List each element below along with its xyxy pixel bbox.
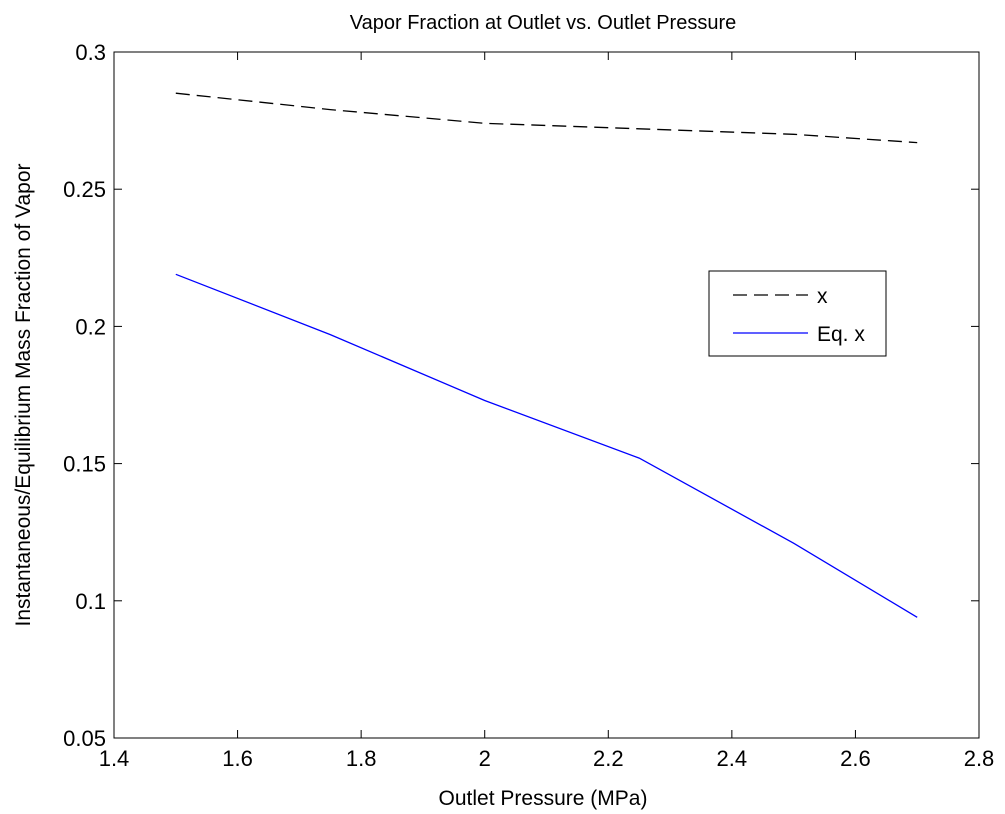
legend: x Eq. x bbox=[708, 270, 887, 357]
x-tick-label: 2.8 bbox=[964, 746, 995, 771]
y-tick-label: 0.15 bbox=[63, 452, 106, 477]
y-axis-title: Instantaneous/Equilibrium Mass Fraction … bbox=[12, 163, 35, 626]
legend-label-eq-x: Eq. x bbox=[817, 323, 865, 346]
x-tick-label: 1.8 bbox=[346, 746, 377, 771]
x-tick-label: 2.6 bbox=[840, 746, 871, 771]
series-line-eq-x bbox=[175, 273, 918, 618]
x-tick-label: 2 bbox=[479, 746, 491, 771]
x-tick-label: 1.4 bbox=[99, 746, 130, 771]
axis-tick-labels: 1.4 1.6 1.8 2 2.2 2.4 2.6 2.8 0.05 0.1 0.15 0.2 0.25… bbox=[63, 40, 994, 771]
x-tick-label: 2.2 bbox=[593, 746, 624, 771]
chart-title: Vapor Fraction at Outlet vs. Outlet Pres… bbox=[350, 12, 736, 34]
plot-area bbox=[113, 51, 980, 739]
y-tick-label: 0.05 bbox=[63, 726, 106, 751]
axis-ticks bbox=[113, 51, 980, 739]
y-tick-label: 0.1 bbox=[75, 589, 106, 614]
x-tick-label: 1.6 bbox=[222, 746, 253, 771]
series-layer bbox=[175, 92, 918, 618]
legend-box bbox=[708, 270, 887, 357]
y-tick-label: 0.3 bbox=[75, 40, 106, 65]
legend-label-x: x bbox=[817, 285, 828, 308]
y-tick-label: 0.25 bbox=[63, 177, 106, 202]
series-line-x bbox=[175, 92, 918, 144]
y-tick-label: 0.2 bbox=[75, 314, 106, 339]
x-axis-title: Outlet Pressure (MPa) bbox=[439, 787, 648, 810]
x-tick-label: 2.4 bbox=[717, 746, 748, 771]
